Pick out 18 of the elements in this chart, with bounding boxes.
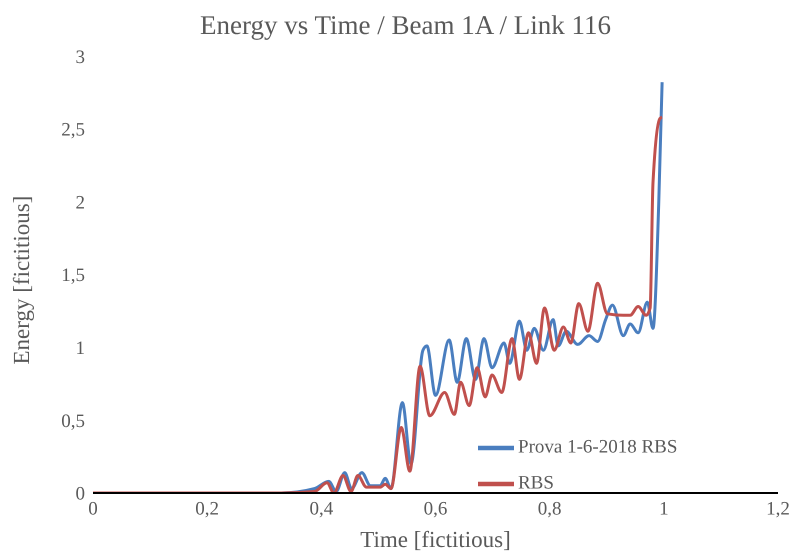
x-tick-label: 1,2	[766, 498, 790, 520]
y-tick-label: 3	[76, 46, 85, 68]
y-tick-label: 1	[76, 338, 85, 360]
x-tick-label: 0,8	[538, 498, 562, 520]
chart-title: Energy vs Time / Beam 1A / Link 116	[198, 9, 612, 42]
y-tick-label: 0,5	[61, 410, 85, 432]
y-tick-label: 2	[76, 192, 85, 214]
y-tick-label: 0	[76, 484, 85, 505]
legend-label: RBS	[518, 472, 554, 494]
x-tick-label: 0,6	[424, 498, 448, 520]
legend-label: Prova 1-6-2018 RBS	[518, 436, 678, 458]
x-tick-label: 0,4	[309, 498, 334, 520]
y-tick-label: 2,5	[61, 120, 85, 141]
x-tick-label: 0,2	[195, 498, 220, 520]
x-tick-label: 1	[659, 498, 669, 520]
y-tick-label: 1,5	[61, 265, 85, 286]
y-axis-title: Energy [fictitious]	[9, 196, 34, 364]
x-axis-title: Time [fictitious]	[360, 527, 511, 552]
